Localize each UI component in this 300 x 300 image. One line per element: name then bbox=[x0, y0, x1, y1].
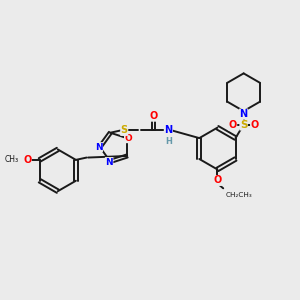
Text: O: O bbox=[23, 155, 31, 165]
Text: N: N bbox=[95, 142, 103, 152]
Text: O: O bbox=[124, 134, 132, 143]
Text: O: O bbox=[213, 176, 221, 185]
Text: CH₃: CH₃ bbox=[4, 155, 19, 164]
Text: O: O bbox=[250, 120, 259, 130]
Text: O: O bbox=[229, 120, 237, 130]
Text: CH₂CH₃: CH₂CH₃ bbox=[226, 192, 253, 198]
Text: N: N bbox=[105, 158, 113, 166]
Text: S: S bbox=[121, 125, 128, 135]
Text: N: N bbox=[240, 109, 248, 119]
Text: O: O bbox=[149, 111, 158, 121]
Text: H: H bbox=[166, 137, 172, 146]
Text: N: N bbox=[164, 125, 172, 135]
Text: S: S bbox=[240, 120, 247, 130]
